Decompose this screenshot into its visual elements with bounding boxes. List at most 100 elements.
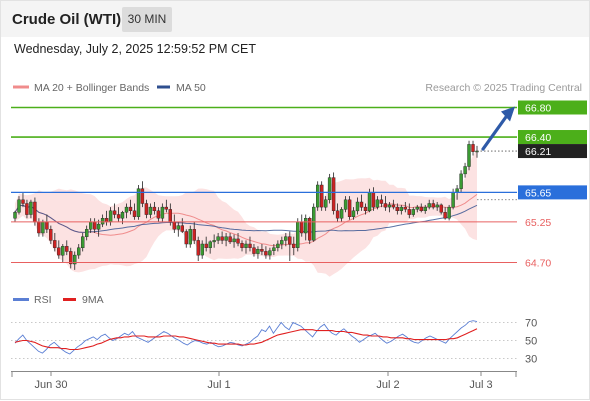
candle-body [327, 177, 332, 200]
candle-body [375, 199, 380, 208]
candle-body [395, 206, 399, 212]
candle-body [76, 247, 81, 256]
candle-body [248, 243, 252, 248]
candle-body [200, 243, 204, 256]
rsi-tick-label: 50 [525, 336, 537, 348]
x-axis-label: Jun 30 [34, 379, 67, 391]
candle-body [216, 236, 220, 241]
candle-body [128, 206, 133, 212]
candle-body [252, 247, 256, 254]
candle-body [164, 206, 169, 210]
candle-body [69, 251, 73, 265]
research-credit: Research © 2025 Trading Central [425, 82, 582, 94]
candle-body [49, 229, 53, 241]
candle-body [220, 236, 224, 241]
candle-body [280, 240, 284, 245]
x-axis: Jun 30 Jul 1 Jul 2 Jul 3 [11, 371, 517, 391]
candle-body [471, 144, 475, 152]
resistance-price-tag [518, 100, 587, 115]
candle-body [331, 177, 336, 212]
rsi-tick-label: 70 [525, 318, 537, 330]
candle-body [272, 247, 276, 251]
rsi-tick-label: 30 [525, 354, 537, 366]
candle-body [308, 217, 312, 241]
candle-body [236, 238, 240, 244]
candle-body [264, 251, 268, 256]
candle-body [124, 206, 129, 213]
candle-body [104, 217, 109, 223]
timeframe-button[interactable]: 30 MIN [122, 7, 172, 32]
candle-body [411, 209, 415, 215]
candle-body [284, 236, 288, 241]
candle-body [232, 238, 236, 243]
ma50-legend-swatch [157, 85, 170, 89]
candle-body [324, 199, 328, 208]
candle-body [240, 243, 244, 248]
level-lines: 66.80 66.40 66.21 65.65 65.25 64.70 [11, 100, 587, 270]
candle-body [84, 229, 89, 237]
candle-body [132, 210, 137, 217]
candle-body [244, 243, 248, 248]
candle-body [120, 212, 125, 219]
candle-body [144, 203, 149, 215]
candle-body [463, 166, 467, 175]
candle-body [108, 210, 113, 223]
resistance-price-label: 66.80 [525, 103, 551, 115]
candle-body [112, 210, 117, 215]
candle-body [268, 250, 272, 256]
price-plot [13, 140, 479, 277]
candle-body [439, 204, 443, 213]
candle-body [367, 192, 372, 212]
projection-arrow-shaft [481, 113, 509, 151]
candle-body [176, 225, 181, 230]
ma20-legend-label: MA 20 + Bollinger Bands [34, 82, 149, 94]
candle-body [13, 212, 17, 219]
candle-body [419, 206, 423, 212]
candle-body [363, 206, 368, 212]
candle-body [208, 241, 212, 248]
candle-body [355, 201, 360, 212]
candle-body [343, 199, 348, 210]
candle-body [45, 221, 49, 230]
candle-body [415, 206, 419, 210]
candle-body [172, 221, 177, 230]
candle-body [116, 214, 121, 219]
candle-body [447, 206, 451, 219]
candle-body [184, 231, 189, 245]
candle-body [403, 206, 407, 210]
candle-body [256, 248, 260, 254]
support-price-label: 65.25 [525, 217, 551, 229]
candle-body [467, 144, 471, 167]
candle-body [204, 243, 208, 248]
candle-body [347, 199, 352, 218]
candle-body [351, 210, 356, 217]
resistance-price-label: 66.40 [525, 132, 551, 144]
candle-body [152, 206, 157, 212]
candle-body [304, 217, 308, 234]
candle-body [88, 221, 93, 230]
candle-body [435, 204, 439, 208]
candle-body [371, 192, 376, 208]
main-legend: MA 20 + Bollinger Bands MA 50 Research ©… [13, 82, 582, 94]
candle-body [17, 199, 21, 213]
projection-arrow-head [501, 106, 515, 122]
last-price-tag [518, 144, 587, 159]
ma50-line [14, 204, 478, 233]
candle-body [387, 204, 392, 208]
candle-body [224, 236, 228, 241]
candle-body [168, 209, 173, 223]
candle-body [65, 246, 69, 252]
candle-body [228, 236, 232, 243]
resistance-price-tag [518, 130, 587, 145]
pivot-price-label: 65.65 [525, 187, 551, 199]
candle-body [188, 229, 192, 245]
candle-body [25, 203, 29, 215]
x-axis-label: Jul 3 [469, 379, 492, 391]
support-price-label: 64.70 [525, 258, 551, 270]
candle-body [316, 184, 320, 208]
candle-body [29, 201, 33, 215]
candle-body [443, 212, 447, 219]
candle-body [379, 199, 384, 204]
ma9-legend-label: 9MA [82, 294, 104, 306]
